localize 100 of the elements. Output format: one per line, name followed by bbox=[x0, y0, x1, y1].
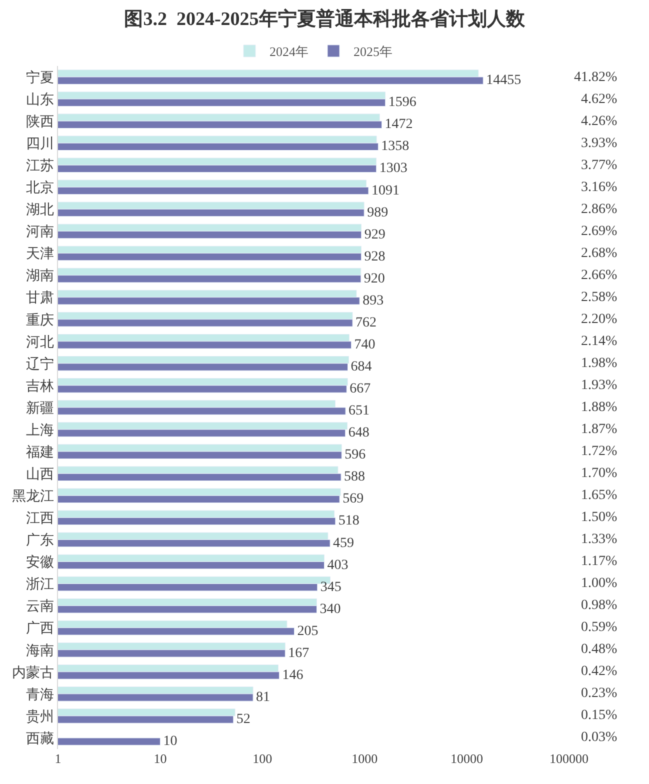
y-tick-label: 浙江 bbox=[26, 576, 54, 593]
text: 1.70% bbox=[581, 466, 618, 481]
data-label: 740 bbox=[354, 337, 376, 352]
y-tick-label: 黑龙江 bbox=[12, 488, 54, 505]
data-label: 684 bbox=[350, 360, 372, 375]
y-tick-label: 湖南 bbox=[26, 268, 54, 284]
x-tick-label: 100000 bbox=[550, 751, 588, 766]
data-label: 569 bbox=[342, 492, 364, 507]
data-label: 667 bbox=[350, 382, 371, 397]
legend-label: 2024年 bbox=[270, 44, 308, 60]
y-tick-label: 河北 bbox=[26, 334, 54, 350]
y-tick-label: 山东 bbox=[26, 92, 54, 108]
y-tick-label: 吉林 bbox=[26, 378, 54, 394]
text: 41.82% bbox=[574, 70, 618, 85]
text: 2.20% bbox=[581, 312, 618, 327]
y-tick-label: 北京 bbox=[26, 180, 54, 196]
data-label: 1091 bbox=[371, 183, 400, 198]
text: 4.26% bbox=[581, 114, 618, 129]
data-label: 340 bbox=[320, 602, 341, 617]
text: 1.72% bbox=[581, 444, 618, 459]
y-tick-label: 河南 bbox=[26, 224, 54, 240]
x-tick-label: 10000 bbox=[450, 751, 484, 766]
text: 0.98% bbox=[581, 598, 618, 613]
text: 2.69% bbox=[581, 224, 618, 239]
text: 3.77% bbox=[581, 158, 618, 173]
y-tick-label: 青海 bbox=[26, 686, 54, 703]
text: 0.15% bbox=[581, 708, 618, 723]
text: 4.62% bbox=[581, 92, 618, 107]
text: 1.88% bbox=[581, 400, 618, 415]
y-tick-label: 宁夏 bbox=[26, 70, 54, 86]
text: 2.86% bbox=[581, 202, 618, 217]
data-label: 762 bbox=[356, 315, 377, 330]
text: 2.68% bbox=[581, 246, 618, 261]
data-label: 14455 bbox=[486, 73, 522, 88]
text: 0.48% bbox=[581, 642, 618, 657]
y-tick-label: 广西 bbox=[26, 620, 54, 637]
text: 1.17% bbox=[581, 554, 618, 569]
y-tick-label: 辽宁 bbox=[26, 356, 54, 372]
data-label: 146 bbox=[282, 668, 304, 683]
text: 1.50% bbox=[581, 510, 618, 525]
data-label: 588 bbox=[344, 470, 366, 485]
y-tick-label: 福建 bbox=[26, 444, 54, 460]
data-label: 648 bbox=[348, 426, 370, 441]
data-label: 1596 bbox=[388, 95, 416, 110]
text: 0.03% bbox=[581, 730, 618, 745]
data-label: 1358 bbox=[381, 139, 410, 154]
y-tick-label: 云南 bbox=[26, 598, 54, 615]
data-label: 596 bbox=[344, 448, 366, 463]
y-tick-label: 广东 bbox=[26, 532, 54, 549]
x-tick-label: 1000 bbox=[352, 751, 378, 766]
text: 2.14% bbox=[581, 334, 618, 349]
data-label: 1303 bbox=[379, 161, 408, 176]
data-label: 10 bbox=[163, 734, 178, 750]
data-label: 929 bbox=[364, 227, 386, 242]
text: 3.16% bbox=[581, 180, 618, 195]
text: 2.58% bbox=[581, 290, 618, 305]
y-tick-label: 上海 bbox=[26, 422, 54, 438]
data-label: 167 bbox=[288, 646, 310, 661]
data-label: 928 bbox=[364, 249, 386, 264]
y-tick-label: 陕西 bbox=[26, 114, 54, 130]
text: 0.59% bbox=[581, 620, 618, 635]
y-tick-label: 重庆 bbox=[26, 312, 54, 328]
text: 1.93% bbox=[581, 378, 618, 393]
y-tick-label: 湖北 bbox=[26, 202, 54, 218]
text: 3.93% bbox=[581, 136, 618, 151]
data-label: 52 bbox=[236, 712, 250, 728]
text: 1.33% bbox=[581, 532, 618, 547]
data-label: 81 bbox=[256, 690, 270, 705]
text: 1.98% bbox=[581, 356, 618, 371]
data-label: 518 bbox=[338, 514, 360, 529]
data-label: 893 bbox=[362, 293, 384, 308]
y-tick-label: 江苏 bbox=[26, 158, 54, 174]
y-tick-label: 四川 bbox=[26, 136, 54, 152]
y-tick-label: 内蒙古 bbox=[12, 664, 54, 681]
y-tick-label: 天津 bbox=[26, 246, 54, 262]
text: 0.42% bbox=[581, 664, 618, 679]
data-label: 345 bbox=[320, 580, 342, 595]
x-tick-label: 10 bbox=[154, 751, 167, 766]
y-tick-label: 海南 bbox=[26, 642, 54, 659]
text: 1.65% bbox=[581, 488, 618, 503]
y-tick-label: 山西 bbox=[26, 466, 54, 482]
y-tick-label: 西藏 bbox=[26, 730, 54, 747]
text: 1.00% bbox=[581, 576, 618, 591]
chart-title: 图3.2 2024-2025年宁夏普通本科批各省计划人数 bbox=[124, 8, 526, 30]
text: 0.23% bbox=[581, 686, 618, 701]
y-tick-label: 安徽 bbox=[26, 554, 54, 571]
text: 1.87% bbox=[581, 422, 618, 437]
y-tick-label: 甘肃 bbox=[26, 290, 54, 306]
y-tick-label: 江西 bbox=[26, 510, 54, 527]
data-label: 459 bbox=[333, 536, 354, 551]
x-tick-label: 1 bbox=[54, 751, 62, 766]
data-label: 1472 bbox=[384, 117, 413, 132]
x-tick-label: 100 bbox=[252, 751, 272, 766]
data-label: 651 bbox=[348, 404, 370, 419]
data-label: 920 bbox=[364, 271, 385, 286]
data-label: 989 bbox=[367, 205, 388, 220]
data-label: 205 bbox=[297, 624, 318, 639]
y-tick-label: 贵州 bbox=[26, 708, 54, 725]
text: 2.66% bbox=[581, 268, 618, 283]
y-tick-label: 新疆 bbox=[26, 400, 54, 416]
